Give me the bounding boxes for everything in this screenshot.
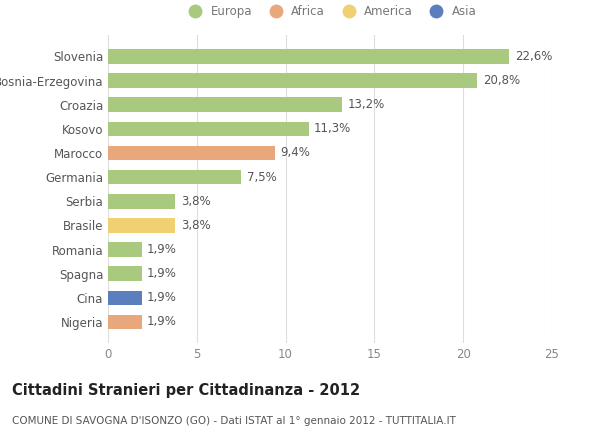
Text: 3,8%: 3,8% xyxy=(181,219,211,232)
Text: 1,9%: 1,9% xyxy=(147,291,177,304)
Text: 7,5%: 7,5% xyxy=(247,171,276,183)
Bar xyxy=(108,98,343,112)
Legend: Europa, Africa, America, Asia: Europa, Africa, America, Asia xyxy=(179,1,481,23)
Bar xyxy=(108,267,142,281)
Text: Cittadini Stranieri per Cittadinanza - 2012: Cittadini Stranieri per Cittadinanza - 2… xyxy=(12,383,360,398)
Text: 9,4%: 9,4% xyxy=(280,147,310,159)
Text: 20,8%: 20,8% xyxy=(483,74,520,87)
Text: 3,8%: 3,8% xyxy=(181,195,211,208)
Text: 1,9%: 1,9% xyxy=(147,267,177,280)
Bar xyxy=(108,121,308,136)
Bar xyxy=(108,146,275,160)
Bar xyxy=(108,170,241,184)
Bar xyxy=(108,194,175,209)
Text: 22,6%: 22,6% xyxy=(515,50,552,63)
Text: 11,3%: 11,3% xyxy=(314,122,351,136)
Text: 1,9%: 1,9% xyxy=(147,315,177,328)
Bar xyxy=(108,315,142,329)
Text: 1,9%: 1,9% xyxy=(147,243,177,256)
Bar xyxy=(108,49,509,64)
Bar xyxy=(108,290,142,305)
Bar xyxy=(108,73,478,88)
Bar xyxy=(108,218,175,233)
Text: COMUNE DI SAVOGNA D'ISONZO (GO) - Dati ISTAT al 1° gennaio 2012 - TUTTITALIA.IT: COMUNE DI SAVOGNA D'ISONZO (GO) - Dati I… xyxy=(12,416,456,426)
Bar xyxy=(108,242,142,257)
Text: 13,2%: 13,2% xyxy=(348,98,385,111)
